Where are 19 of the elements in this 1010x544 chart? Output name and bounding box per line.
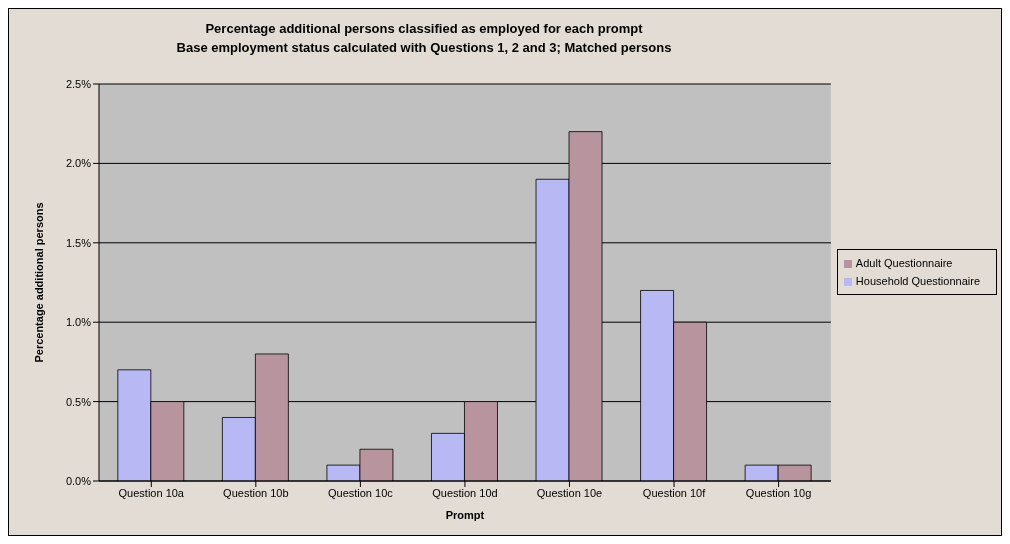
legend-label: Household Questionnaire <box>855 275 980 287</box>
x-tick-label: Question 10d <box>432 486 498 499</box>
y-tick-label: 0.5% <box>65 395 92 408</box>
x-axis-title: Prompt <box>445 509 485 521</box>
x-tick-label: Question 10c <box>327 486 394 499</box>
y-tick-label: 1.5% <box>65 236 92 249</box>
y-tick-label: 2.0% <box>65 157 92 170</box>
legend-label: Adult Questionnaire <box>855 257 953 269</box>
x-tick-label: Question 10g <box>745 486 812 499</box>
y-tick-label: 1.0% <box>65 316 92 329</box>
x-tick-label: Question 10a <box>118 486 185 499</box>
chart-title: Percentage additional persons classified as employed for each prompt <box>204 20 644 38</box>
x-tick-label: Question 10b <box>223 486 289 499</box>
y-tick-label: 2.5% <box>65 77 92 90</box>
chart-subtitle: Base employment status calculated with Questions 1, 2 and 3; Matched persons <box>175 39 673 57</box>
x-tick-label: Question 10e <box>536 486 603 499</box>
y-axis-title: Percentage additional persons <box>32 202 45 363</box>
x-tick-label: Question 10f <box>642 486 707 499</box>
y-tick-label: 0.0% <box>65 474 92 487</box>
